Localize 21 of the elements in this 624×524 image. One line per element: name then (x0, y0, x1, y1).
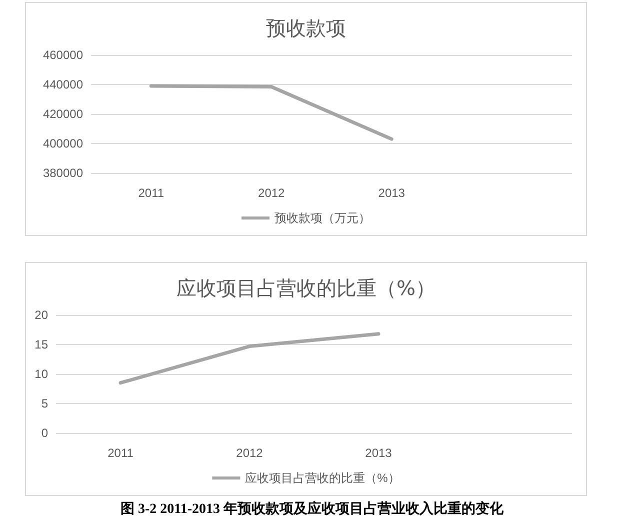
y-tick-label: 20 (34, 308, 48, 322)
y-tick-label: 5 (41, 396, 48, 410)
chart-title: 应收项目占营收的比重（%） (176, 276, 436, 300)
y-tick-label: 15 (34, 338, 48, 352)
y-tick-label: 440000 (42, 78, 84, 92)
x-tick-label: 2012 (236, 446, 264, 460)
y-tick-label: 420000 (42, 107, 84, 121)
x-tick-label: 2012 (258, 186, 286, 200)
x-tick-label: 2013 (365, 446, 392, 460)
legend-label: 预收款项（万元） (274, 211, 370, 225)
y-tick-label: 400000 (42, 136, 84, 150)
x-tick-label: 2011 (108, 446, 134, 460)
caption: 图 3-2 2011-2013 年预收款项及应收项目占营业收入比重的变化 (119, 500, 505, 518)
legend-label: 应收项目占营收的比重（%） (245, 471, 400, 485)
x-tick-label: 2011 (138, 186, 164, 200)
y-tick-label: 380000 (42, 166, 84, 180)
y-tick-label: 0 (41, 426, 48, 440)
x-tick-label: 2013 (378, 186, 406, 200)
y-tick-label: 10 (34, 367, 48, 381)
y-tick-label: 460000 (42, 48, 84, 62)
chart-title: 预收款项 (266, 16, 346, 40)
